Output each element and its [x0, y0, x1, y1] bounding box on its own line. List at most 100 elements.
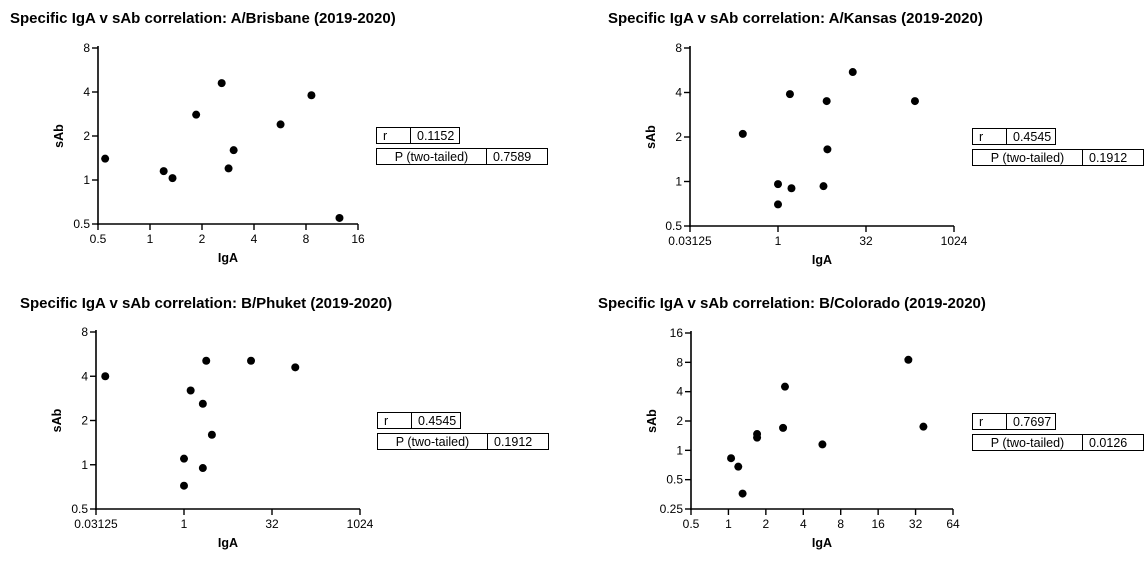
data-point	[818, 440, 827, 449]
p-value: 0.1912	[1082, 149, 1144, 166]
stats-row-r: r 0.7697	[972, 413, 1144, 430]
y-tick-label: 1	[81, 458, 88, 472]
x-axis-label: IgA	[218, 536, 238, 550]
y-axis-label: sAb	[52, 124, 66, 148]
y-tick-label: 0.5	[71, 502, 88, 516]
data-point	[785, 90, 794, 99]
data-point	[779, 423, 788, 432]
data-point	[198, 464, 207, 473]
data-point	[168, 174, 177, 183]
y-tick-label: 1	[83, 173, 90, 187]
x-tick-label: 1	[725, 517, 732, 531]
x-tick-label: 8	[303, 232, 310, 246]
y-tick-label: 1	[675, 175, 682, 189]
data-point	[727, 454, 736, 463]
chart-panel-a-brisbane: Specific IgA v sAb correlation: A/Brisba…	[10, 10, 570, 280]
stats-table: r 0.4545 P (two-tailed) 0.1912	[377, 412, 549, 450]
y-tick-label: 8	[83, 41, 90, 55]
stats-row-p: P (two-tailed) 0.1912	[972, 145, 1144, 166]
x-tick-label: 1024	[941, 234, 968, 248]
y-tick-label: 1	[676, 443, 683, 457]
p-label: P (two-tailed)	[376, 148, 487, 165]
x-tick-label: 1	[775, 234, 782, 248]
data-point	[738, 489, 747, 498]
p-label: P (two-tailed)	[972, 434, 1083, 451]
y-tick-label: 16	[670, 326, 684, 340]
x-tick-label: 0.5	[683, 517, 700, 531]
x-tick-label: 0.03125	[668, 234, 712, 248]
data-point	[247, 356, 256, 365]
x-tick-label: 16	[351, 232, 365, 246]
y-tick-label: 2	[676, 414, 683, 428]
data-point	[780, 382, 789, 391]
data-point	[101, 372, 110, 381]
data-point	[307, 91, 316, 100]
p-value: 0.0126	[1082, 434, 1144, 451]
y-tick-label: 0.25	[660, 502, 684, 516]
data-point	[919, 422, 928, 431]
stats-row-p: P (two-tailed) 0.1912	[377, 429, 549, 450]
x-axis-label: IgA	[218, 251, 238, 265]
chart-panel-b-phuket: Specific IgA v sAb correlation: B/Phuket…	[20, 295, 580, 565]
scatter-plot: 0.03125 1 32 1024 0.5 1 2 4 8 IgA sAb	[644, 41, 968, 267]
stats-row-p: P (two-tailed) 0.0126	[972, 430, 1144, 451]
data-point	[787, 184, 796, 193]
data-point	[186, 386, 195, 395]
data-point	[291, 363, 300, 372]
x-tick-label: 64	[946, 517, 960, 531]
x-tick-label: 2	[763, 517, 770, 531]
data-point	[823, 145, 832, 154]
y-tick-label: 2	[83, 129, 90, 143]
data-point	[159, 167, 168, 176]
x-tick-label: 2	[199, 232, 206, 246]
x-tick-label: 4	[800, 517, 807, 531]
chart-title: Specific IgA v sAb correlation: B/Phuket…	[20, 295, 393, 312]
data-point	[819, 182, 828, 191]
stats-row-r: r 0.1152	[376, 127, 548, 144]
r-value: 0.1152	[410, 127, 460, 144]
data-point	[180, 481, 188, 490]
scatter-plot: 0.5 1 2 4 8 16 0.5 1 2 4 8 IgA sAb	[52, 41, 365, 265]
p-label: P (two-tailed)	[972, 149, 1083, 166]
y-tick-label: 4	[81, 369, 88, 383]
chart-title: Specific IgA v sAb correlation: A/Brisba…	[10, 10, 396, 27]
x-tick-label: 16	[871, 517, 885, 531]
y-tick-label: 8	[675, 41, 682, 55]
data-point	[335, 213, 344, 222]
data-point	[180, 454, 188, 463]
stats-table: r 0.4545 P (two-tailed) 0.1912	[972, 128, 1144, 166]
x-axis-label: IgA	[812, 253, 832, 267]
r-label: r	[972, 128, 1007, 145]
x-tick-label: 8	[837, 517, 844, 531]
chart-panel-a-kansas: Specific IgA v sAb correlation: A/Kansas…	[608, 10, 1144, 280]
y-tick-label: 2	[81, 414, 88, 428]
x-tick-label: 32	[909, 517, 923, 531]
y-tick-label: 4	[676, 385, 683, 399]
r-label: r	[376, 127, 411, 144]
data-point	[192, 110, 201, 119]
x-tick-label: 32	[859, 234, 873, 248]
data-point	[738, 129, 747, 138]
stats-row-r: r 0.4545	[377, 412, 549, 429]
x-tick-label: 32	[265, 517, 279, 531]
data-point	[734, 462, 743, 471]
r-value: 0.4545	[1006, 128, 1056, 145]
y-axis-label: sAb	[50, 408, 64, 432]
x-tick-label: 0.5	[90, 232, 107, 246]
p-label: P (two-tailed)	[377, 433, 488, 450]
y-axis-label: sAb	[645, 409, 659, 433]
data-point	[904, 355, 913, 364]
x-tick-label: 1	[181, 517, 188, 531]
r-value: 0.7697	[1006, 413, 1056, 430]
x-axis-label: IgA	[812, 536, 832, 550]
data-point	[202, 356, 211, 365]
scatter-plot: 0.03125 1 32 1024 0.5 1 2 4 8 IgA sAb	[50, 325, 374, 550]
y-tick-label: 8	[676, 355, 683, 369]
data-point	[822, 97, 831, 106]
r-value: 0.4545	[411, 412, 461, 429]
data-point	[207, 430, 216, 439]
data-point	[753, 433, 762, 442]
data-point	[217, 79, 226, 88]
p-value: 0.1912	[487, 433, 549, 450]
